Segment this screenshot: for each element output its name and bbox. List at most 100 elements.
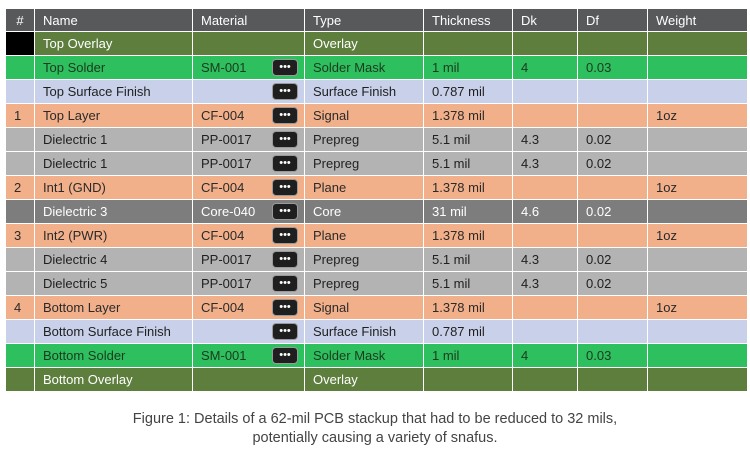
table-row[interactable]: Dielectric 1 PP-0017 ••• Prepreg 5.1 mil 4.3 0…: [5, 151, 748, 176]
header-name[interactable]: Name: [34, 8, 193, 32]
dk-cell: 4.3: [512, 127, 578, 152]
material-cell: PP-0017 •••: [192, 271, 305, 296]
table-row[interactable]: Top Overlay Overlay: [5, 31, 748, 56]
material-more-button[interactable]: •••: [272, 59, 298, 76]
df-cell: 0.02: [577, 199, 648, 224]
layer-name-cell: Dielectric 5: [34, 271, 193, 296]
caption-line-1: Figure 1: Details of a 62-mil PCB stacku…: [132, 411, 618, 427]
layer-number-cell: [5, 151, 35, 176]
table-row[interactable]: Bottom Surface Finish ••• Surface Finish 0.…: [5, 319, 748, 344]
weight-cell: 1oz: [647, 103, 748, 128]
type-cell: Solder Mask: [304, 55, 424, 80]
dk-cell: 4: [512, 55, 578, 80]
layer-name-cell: Top Layer: [34, 103, 193, 128]
header-df[interactable]: Df: [577, 8, 648, 32]
df-cell: [577, 295, 648, 320]
type-cell: Surface Finish: [304, 319, 424, 344]
material-more-button[interactable]: •••: [272, 131, 298, 148]
df-cell: [577, 223, 648, 248]
dk-cell: [512, 103, 578, 128]
thickness-cell: 0.787 mil: [423, 79, 513, 104]
thickness-cell: 1.378 mil: [423, 175, 513, 200]
table-row[interactable]: Top Surface Finish ••• Surface Finish 0.787…: [5, 79, 748, 104]
dk-cell: [512, 79, 578, 104]
material-more-button[interactable]: •••: [272, 275, 298, 292]
layer-number-cell: [5, 367, 35, 392]
df-cell: 0.03: [577, 55, 648, 80]
material-cell: CF-004 •••: [192, 223, 305, 248]
material-more-button[interactable]: •••: [272, 203, 298, 220]
table-row[interactable]: Bottom Overlay Overlay: [5, 367, 748, 392]
layer-name-cell: Bottom Solder: [34, 343, 193, 368]
weight-cell: [647, 343, 748, 368]
weight-cell: [647, 367, 748, 392]
thickness-cell: 5.1 mil: [423, 247, 513, 272]
weight-cell: 1oz: [647, 295, 748, 320]
material-value: CF-004: [201, 228, 245, 243]
material-cell: PP-0017 •••: [192, 151, 305, 176]
layer-name-cell: Bottom Layer: [34, 295, 193, 320]
layer-name-cell: Top Solder: [34, 55, 193, 80]
material-value: CF-004: [201, 300, 245, 315]
material-value: PP-0017: [201, 252, 252, 267]
material-more-button[interactable]: •••: [272, 251, 298, 268]
weight-cell: [647, 31, 748, 56]
header-thickness[interactable]: Thickness: [423, 8, 513, 32]
layer-name-cell: Top Surface Finish: [34, 79, 193, 104]
layer-name-cell: Bottom Surface Finish: [34, 319, 193, 344]
layer-name-cell: Bottom Overlay: [34, 367, 193, 392]
material-more-button[interactable]: •••: [272, 107, 298, 124]
type-cell: Plane: [304, 175, 424, 200]
material-value: PP-0017: [201, 132, 252, 147]
layer-name-cell: Dielectric 4: [34, 247, 193, 272]
layer-number-cell: 2: [5, 175, 35, 200]
material-value: CF-004: [201, 108, 245, 123]
weight-cell: [647, 271, 748, 296]
dk-cell: [512, 319, 578, 344]
layer-name-cell: Top Overlay: [34, 31, 193, 56]
header-material[interactable]: Material: [192, 8, 305, 32]
header-weight[interactable]: Weight: [647, 8, 748, 32]
material-more-button[interactable]: •••: [272, 227, 298, 244]
table-row[interactable]: 3 Int2 (PWR) CF-004 ••• Plane 1.378 mil 1oz: [5, 223, 748, 248]
material-value: SM-001: [201, 348, 247, 363]
weight-cell: [647, 199, 748, 224]
material-more-button[interactable]: •••: [272, 347, 298, 364]
dk-cell: 4.6: [512, 199, 578, 224]
df-cell: [577, 79, 648, 104]
material-more-button[interactable]: •••: [272, 299, 298, 316]
df-cell: 0.02: [577, 247, 648, 272]
material-more-button[interactable]: •••: [272, 323, 298, 340]
layer-name-cell: Dielectric 1: [34, 127, 193, 152]
dk-cell: [512, 175, 578, 200]
table-row[interactable]: Dielectric 1 PP-0017 ••• Prepreg 5.1 mil 4.3 0…: [5, 127, 748, 152]
dk-cell: 4.3: [512, 151, 578, 176]
header-type[interactable]: Type: [304, 8, 424, 32]
type-cell: Overlay: [304, 367, 424, 392]
df-cell: [577, 367, 648, 392]
dk-cell: [512, 223, 578, 248]
table-row[interactable]: Top Solder SM-001 ••• Solder Mask 1 mil 4 0.03: [5, 55, 748, 80]
table-body: Top Overlay Overlay Top Solder SM-001 ••• Sol…: [5, 31, 748, 392]
material-more-button[interactable]: •••: [272, 155, 298, 172]
dk-cell: [512, 295, 578, 320]
caption-line-2: potentially causing a variety of snafus.: [252, 430, 498, 446]
table-row[interactable]: 2 Int1 (GND) CF-004 ••• Plane 1.378 mil 1oz: [5, 175, 748, 200]
weight-cell: 1oz: [647, 223, 748, 248]
material-cell: •••: [192, 79, 305, 104]
table-row[interactable]: 1 Top Layer CF-004 ••• Signal 1.378 mil 1oz: [5, 103, 748, 128]
type-cell: Signal: [304, 103, 424, 128]
table-row[interactable]: Bottom Solder SM-001 ••• Solder Mask 1 mil 4 0…: [5, 343, 748, 368]
header-dk[interactable]: Dk: [512, 8, 578, 32]
layer-number-cell: [5, 271, 35, 296]
material-more-button[interactable]: •••: [272, 83, 298, 100]
table-row[interactable]: Dielectric 5 PP-0017 ••• Prepreg 5.1 mil 4.3 0…: [5, 271, 748, 296]
table-row[interactable]: Dielectric 3 Core-040 ••• Core 31 mil 4.6 0.02: [5, 199, 748, 224]
type-cell: Prepreg: [304, 151, 424, 176]
df-cell: 0.03: [577, 343, 648, 368]
material-more-button[interactable]: •••: [272, 179, 298, 196]
table-row[interactable]: 4 Bottom Layer CF-004 ••• Signal 1.378 mil 1oz: [5, 295, 748, 320]
material-cell: CF-004 •••: [192, 295, 305, 320]
table-row[interactable]: Dielectric 4 PP-0017 ••• Prepreg 5.1 mil 4.3 0…: [5, 247, 748, 272]
header-number[interactable]: #: [5, 8, 35, 32]
